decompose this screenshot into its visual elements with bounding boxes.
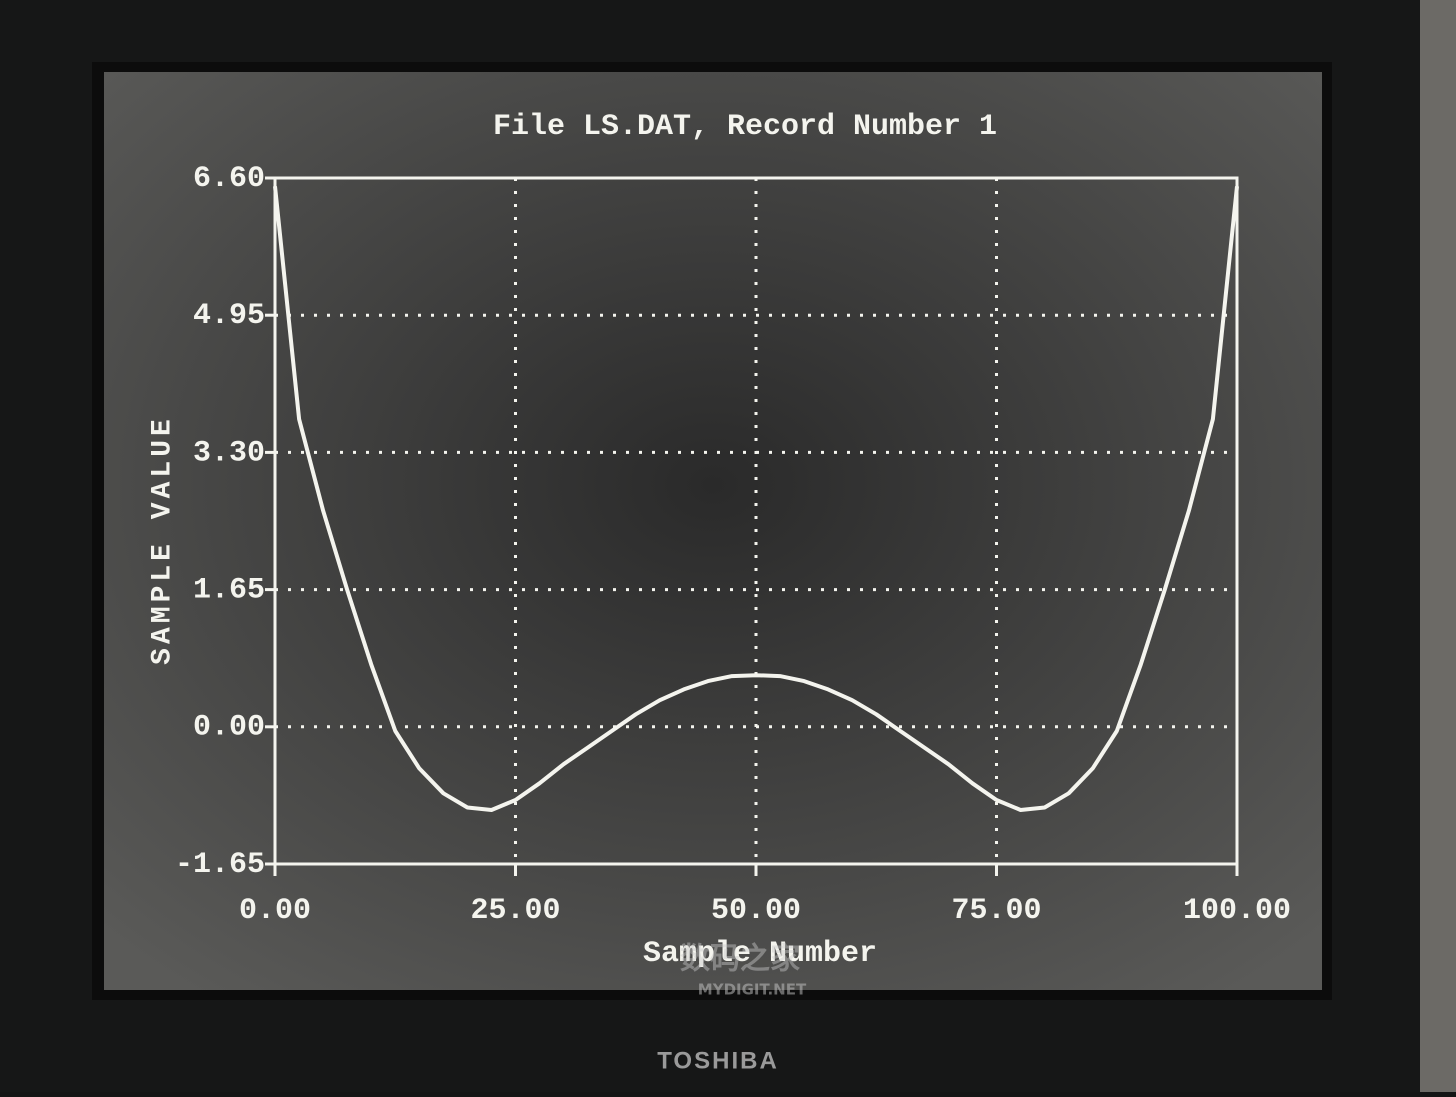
x-tick-label: 50.00 (711, 894, 801, 928)
x-tick-label: 25.00 (470, 894, 560, 928)
x-tick-label: 0.00 (239, 894, 311, 928)
x-axis-label: Sample Number (643, 937, 877, 971)
brand: TOSHIBA (657, 1047, 779, 1074)
y-tick-label: -1.65 (175, 848, 265, 882)
y-tick-label: 0.00 (193, 711, 265, 745)
x-tick-label: 100.00 (1183, 894, 1291, 928)
y-axis-label: SAMPLE VALUE (147, 415, 178, 665)
screen (104, 72, 1322, 990)
y-tick-label: 3.30 (193, 436, 265, 470)
background (1420, 0, 1456, 1092)
watermark: 数码之家 (680, 942, 800, 977)
watermark: MYDIGIT.NET (698, 981, 807, 999)
y-tick-label: 1.65 (193, 574, 265, 608)
plot-frame (273, 176, 1239, 866)
y-tick-label: 4.95 (193, 299, 265, 333)
chart-title: File LS.DAT, Record Number 1 (493, 110, 997, 144)
y-tick-label: 6.60 (193, 162, 265, 196)
data-line (273, 186, 1239, 812)
x-tick-label: 75.00 (951, 894, 1041, 928)
